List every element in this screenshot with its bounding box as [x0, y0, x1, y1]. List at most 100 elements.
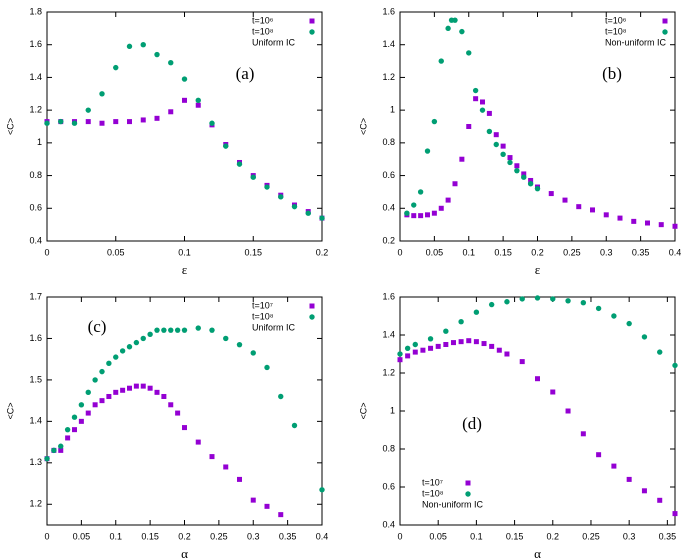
y-tick-label: 1.6: [29, 39, 42, 49]
marker: [480, 99, 485, 105]
x-tick-label: 0: [44, 531, 49, 541]
y-tick-label: 1.6: [29, 333, 42, 343]
marker: [291, 422, 298, 429]
marker: [486, 110, 492, 116]
panel-label: (d): [462, 414, 482, 433]
legend-note: Non-uniform IC: [605, 37, 667, 47]
marker: [85, 410, 91, 416]
marker: [161, 327, 167, 333]
marker: [209, 454, 215, 460]
legend-marker: [309, 29, 315, 35]
marker: [458, 319, 464, 325]
marker: [534, 295, 541, 301]
marker: [411, 202, 417, 208]
marker: [565, 408, 571, 414]
x-tick-label: 0.15: [244, 247, 262, 257]
y-tick-label: 1.4: [29, 416, 42, 426]
marker: [466, 338, 472, 344]
marker: [459, 28, 465, 35]
marker: [154, 115, 160, 121]
marker: [154, 51, 160, 58]
legend-marker: [662, 29, 668, 35]
x-tick-label: 0.35: [659, 531, 677, 541]
x-axis-label: α: [534, 546, 541, 560]
marker: [431, 118, 438, 125]
marker: [550, 296, 556, 302]
marker: [658, 222, 664, 228]
x-tick-label: 0: [397, 531, 402, 541]
panel-label: (a): [236, 64, 255, 83]
marker: [514, 163, 520, 169]
y-tick-label: 1: [390, 105, 395, 115]
legend-note: Non-uniform IC: [422, 499, 484, 509]
legend-label: t=10⁸: [252, 26, 274, 36]
marker: [264, 503, 270, 509]
marker: [92, 377, 98, 383]
marker: [120, 387, 126, 393]
marker: [504, 351, 510, 357]
marker: [404, 345, 411, 351]
marker: [458, 339, 464, 345]
marker: [595, 305, 602, 312]
marker: [452, 17, 458, 23]
marker: [278, 393, 284, 400]
marker: [472, 87, 479, 94]
x-tick-label: 0.3: [247, 531, 260, 541]
marker: [236, 161, 243, 167]
y-tick-label: 0.6: [382, 481, 395, 491]
marker: [473, 309, 480, 315]
marker: [397, 357, 403, 363]
legend-label: t=10⁸: [605, 26, 627, 36]
marker: [411, 213, 417, 219]
marker: [445, 197, 451, 203]
x-tick-label: 0.3: [623, 531, 636, 541]
marker: [672, 362, 678, 369]
marker: [535, 376, 540, 382]
marker: [404, 210, 410, 216]
marker: [481, 341, 487, 347]
marker: [113, 119, 119, 125]
marker: [175, 410, 181, 416]
marker: [534, 185, 541, 192]
marker: [319, 487, 325, 493]
marker: [182, 97, 187, 103]
marker: [278, 194, 284, 200]
marker: [126, 344, 133, 350]
marker: [412, 349, 418, 355]
marker: [85, 389, 91, 396]
legend-label: t=10⁷: [252, 300, 273, 310]
marker: [466, 50, 472, 56]
y-tick-label: 1.6: [382, 6, 395, 16]
marker: [424, 148, 431, 154]
marker: [51, 447, 57, 454]
x-tick-label: 0.2: [316, 247, 329, 257]
x-tick-label: 0.15: [506, 531, 524, 541]
marker: [223, 143, 229, 149]
x-axis-label: α: [181, 546, 188, 560]
x-tick-label: 0.1: [462, 247, 475, 257]
marker: [250, 497, 256, 503]
marker: [427, 336, 434, 342]
marker: [71, 414, 78, 420]
marker: [44, 455, 50, 462]
legend-label: t=10⁷: [422, 477, 443, 487]
marker: [438, 58, 444, 64]
marker: [264, 364, 270, 371]
y-tick-label: 1.4: [29, 72, 42, 82]
marker: [133, 339, 140, 346]
y-axis-label: <C>: [5, 402, 15, 419]
legend-note: Uniform IC: [252, 37, 296, 47]
marker: [161, 393, 167, 399]
legend-label: t=10⁸: [422, 488, 444, 498]
x-tick-label: 0.15: [494, 247, 512, 257]
marker: [486, 128, 493, 135]
marker: [99, 91, 105, 97]
panel-label: (c): [88, 317, 107, 336]
marker: [140, 383, 146, 389]
marker: [236, 341, 243, 348]
marker: [479, 107, 486, 113]
y-axis-label: <C>: [5, 118, 15, 135]
marker: [126, 43, 133, 50]
marker: [548, 191, 554, 197]
marker: [195, 97, 201, 104]
